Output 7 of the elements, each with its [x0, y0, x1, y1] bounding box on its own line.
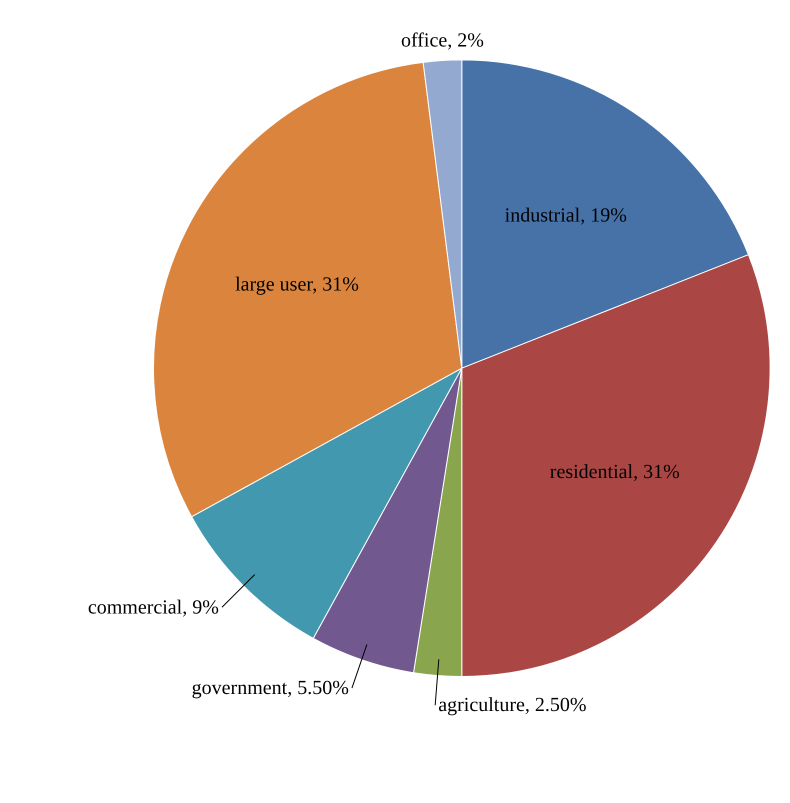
- slice-label: large user, 31%: [235, 273, 359, 296]
- slice-label: government, 5.50%: [192, 677, 349, 700]
- slice-label: office, 2%: [400, 30, 484, 52]
- slice-label: commercial, 9%: [88, 596, 219, 618]
- slice-label: industrial, 19%: [504, 204, 627, 227]
- slice-label: agriculture, 2.50%: [438, 694, 587, 716]
- slice-label: residential, 31%: [550, 460, 680, 483]
